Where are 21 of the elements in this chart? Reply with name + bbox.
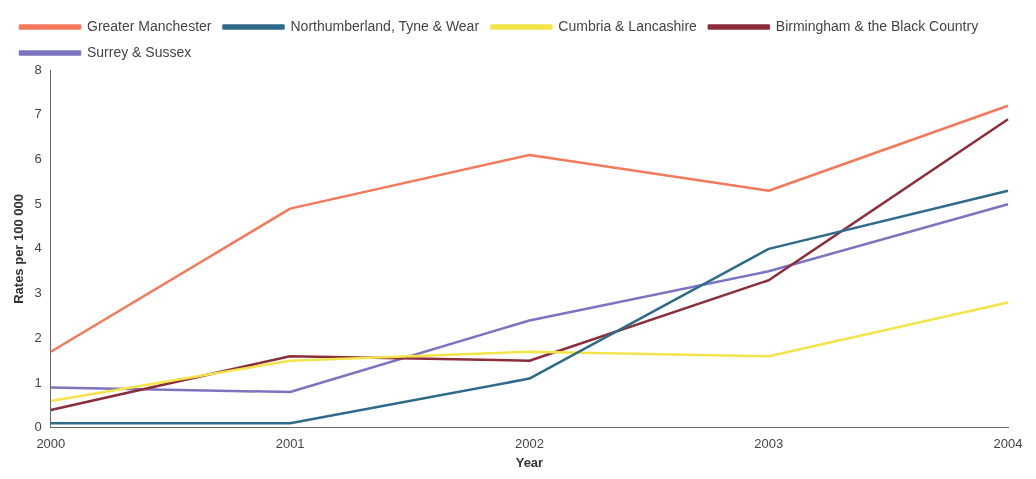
x-tick-label: 2004 [993, 436, 1023, 452]
legend-label: Cumbria & Lancashire [558, 17, 698, 34]
legend-label: Surrey & Sussex [87, 43, 192, 60]
x-tick-label: 2003 [754, 436, 784, 452]
y-tick-label: 2 [34, 329, 42, 345]
y-tick-label: 4 [34, 240, 42, 256]
legend-label: Greater Manchester [87, 17, 212, 34]
y-axis-title: Rates per 100 000 [11, 193, 27, 304]
y-tick-label: 3 [34, 285, 42, 301]
y-tick-label: 6 [34, 151, 42, 167]
x-axis-title: Year [515, 454, 544, 470]
legend-label: Birmingham & the Black Country [775, 17, 979, 34]
y-tick-label: 0 [34, 419, 42, 435]
x-tick-label: 2001 [275, 436, 305, 452]
y-tick-label: 1 [34, 374, 42, 390]
y-tick-label: 5 [34, 195, 42, 211]
x-tick-label: 2002 [514, 436, 544, 452]
y-tick-label: 8 [34, 61, 42, 77]
legend-label: Northumberland, Tyne & Wear [290, 17, 480, 34]
y-tick-label: 7 [34, 106, 42, 122]
x-tick-label: 2000 [36, 436, 66, 452]
